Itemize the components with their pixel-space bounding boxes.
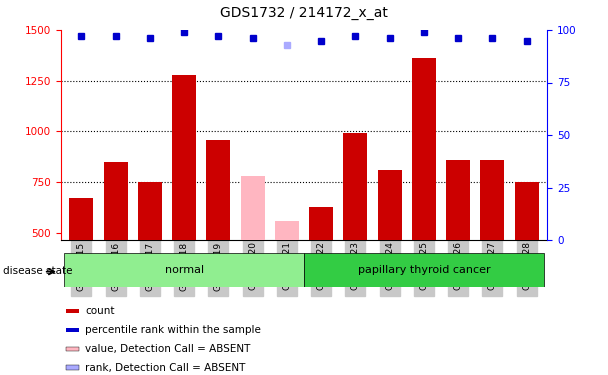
Bar [514, 182, 539, 240]
Bar [378, 170, 402, 240]
Text: disease state: disease state [3, 266, 72, 276]
Bar [66, 328, 79, 332]
Text: percentile rank within the sample: percentile rank within the sample [85, 325, 261, 335]
Text: count: count [85, 306, 115, 316]
Bar [304, 253, 544, 287]
Bar [66, 365, 79, 370]
Bar [103, 162, 128, 240]
Bar [412, 58, 436, 240]
Bar [172, 75, 196, 240]
Bar [241, 176, 264, 240]
Bar [64, 253, 304, 287]
Bar [138, 182, 162, 240]
Text: GDS1732 / 214172_x_at: GDS1732 / 214172_x_at [220, 6, 388, 20]
Bar [480, 160, 505, 240]
Bar [344, 134, 367, 240]
Text: value, Detection Call = ABSENT: value, Detection Call = ABSENT [85, 344, 250, 354]
Text: rank, Detection Call = ABSENT: rank, Detection Call = ABSENT [85, 363, 246, 372]
Text: papillary thyroid cancer: papillary thyroid cancer [358, 265, 490, 275]
Bar [66, 309, 79, 313]
Bar [69, 198, 94, 240]
Bar [309, 207, 333, 240]
Text: normal: normal [165, 265, 204, 275]
Bar [206, 140, 230, 240]
Bar [446, 160, 470, 240]
Bar [66, 346, 79, 351]
Bar [275, 221, 299, 240]
